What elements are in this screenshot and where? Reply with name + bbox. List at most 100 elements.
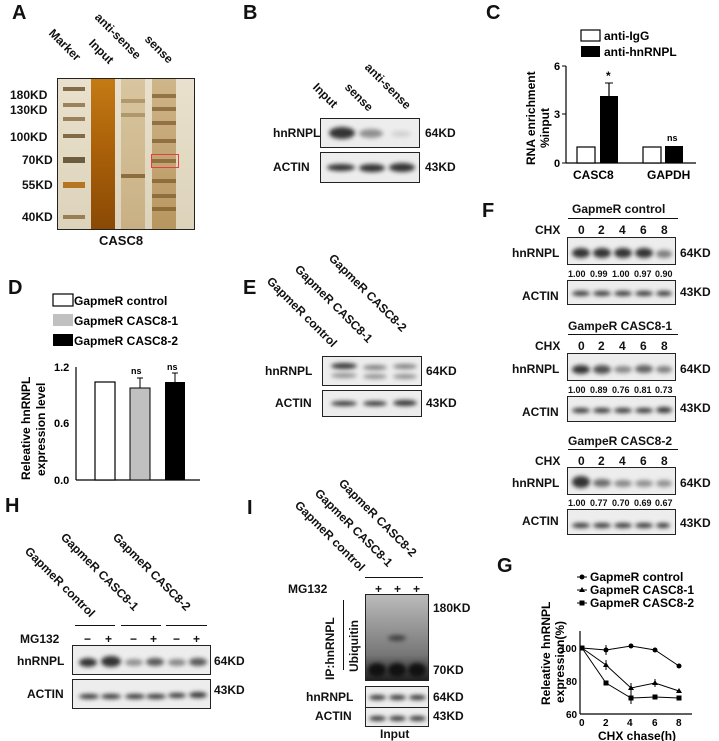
size-43kd: 43KD (426, 396, 457, 410)
ubiquitin-label: Ubiquitin (347, 620, 361, 672)
row-label-actin: ACTIN (315, 709, 352, 723)
size-43kd: 43KD (425, 160, 456, 174)
row-label-hnrnpl: hnRNPL (512, 246, 560, 260)
svg-text:6: 6 (652, 718, 658, 729)
blot-actin (567, 396, 676, 422)
size-64kd: 64KD (214, 654, 245, 668)
row-label-actin: ACTIN (522, 289, 559, 303)
size-70kd: 70KD (433, 663, 464, 677)
f-group-title: GapmeR control (572, 202, 666, 216)
c-ylabel-line1: RNA enrichment (524, 71, 538, 165)
svg-text:0: 0 (579, 718, 585, 729)
blot-actin (365, 707, 429, 727)
panel-label-h: H (5, 495, 20, 517)
mg132-label: MG132 (288, 582, 328, 596)
blot-ubiquitin (365, 594, 429, 681)
svg-text:80: 80 (566, 677, 578, 688)
blot-actin (567, 280, 676, 305)
size-43kd: 43KD (214, 683, 245, 697)
chart-g-chx-chase: GapmeR control GapmeR CASC8-1 GapmeR CAS… (539, 570, 694, 741)
lane-label-input: Input (310, 80, 341, 111)
marker-180kd: 180KD (10, 88, 48, 102)
row-label-actin: ACTIN (27, 687, 64, 701)
legend-gapmer-casc8-1: GapmeR CASC8-1 (74, 314, 178, 328)
ip-bracket-line (343, 600, 344, 670)
input-lane (91, 79, 115, 229)
blot-hnrnpl (322, 356, 422, 386)
svg-text:60: 60 (566, 710, 578, 721)
blot-hnrnpl (72, 645, 211, 675)
svg-text:ns: ns (167, 362, 178, 372)
lane-label-gapmer-control: GapmeR control (264, 274, 340, 351)
c-xtick-casc8: CASC8 (573, 168, 614, 180)
blot-hnrnpl (567, 353, 676, 381)
panel-label-i: I (247, 497, 253, 519)
row-label-hnrnpl: hnRNPL (17, 654, 65, 668)
legend-gapmer-casc8-2: GapmeR CASC8-2 (74, 334, 178, 348)
panel-label-f: F (482, 200, 495, 222)
lane-label-sense: sense (342, 80, 376, 115)
d-ytick-0-6: 0.6 (54, 418, 69, 430)
marker-100kd: 100KD (10, 130, 48, 144)
legend-anti-hnrnpl: anti-hnRNPL (604, 45, 677, 59)
d-ytick-1-2: 1.2 (54, 362, 69, 374)
panel-label-d: D (8, 277, 23, 299)
blot-hnrnpl (320, 118, 420, 148)
size-64kd: 64KD (426, 364, 457, 378)
svg-text:Releative hnRNPL: Releative hnRNPL (19, 377, 33, 480)
row-label-actin: ACTIN (273, 160, 310, 174)
lane-label-marker: Marker (46, 26, 84, 64)
f-group-title: GampeR CASC8-1 (568, 319, 673, 333)
marker-55kd: 55KD (22, 178, 53, 192)
panel-label-a: A (12, 2, 27, 24)
marker-130kd: 130KD (10, 103, 48, 117)
row-label-hnrnpl: hnRNPL (306, 690, 354, 704)
panel-label-c: C (486, 2, 501, 24)
marker-40kd: 40KD (22, 210, 53, 224)
svg-text:Releative hnRNPL: Releative hnRNPL (539, 602, 553, 705)
svg-text:expression level: expression level (34, 383, 48, 476)
size-180kd: 180KD (433, 601, 471, 615)
chx-label: CHX (535, 223, 561, 237)
mg132-label: MG132 (20, 632, 60, 646)
blot-actin (567, 509, 676, 535)
blot-hnrnpl (567, 467, 676, 495)
svg-text:GapmeR CASC8-1: GapmeR CASC8-1 (590, 583, 694, 597)
f-group-title: GampeR CASC8-2 (568, 434, 673, 448)
blot-actin (72, 679, 211, 709)
silver-stain-gel (57, 78, 195, 230)
c-ytick-0: 0 (554, 158, 560, 170)
lane-label-gapmer-casc8-2: GapmeR CASC8-2 (326, 251, 410, 335)
legend-gapmer-control: GapmeR control (74, 294, 167, 308)
c-sig-ns: ns (667, 133, 678, 143)
svg-text:100: 100 (560, 644, 577, 655)
svg-text:8: 8 (676, 718, 682, 729)
c-ytick-6: 6 (554, 61, 560, 73)
svg-text:expression(%): expression(%) (553, 621, 567, 703)
c-xtick-gapdh: GAPDH (647, 168, 690, 180)
row-label-hnrnpl: hnRNPL (265, 364, 313, 378)
size-64kd: 64KD (433, 690, 464, 704)
chart-d-hnrnpl-expression: GapmeR control GapmeR CASC8-1 GapmeR CAS… (19, 293, 200, 487)
highlight-box-70kd (151, 154, 179, 168)
blot-actin (322, 390, 422, 417)
ip-hnrnpl-label: IP:hnRNPL (323, 617, 337, 680)
c-ytick-3: 3 (554, 109, 560, 121)
row-label-actin: ACTIN (275, 396, 312, 410)
marker-70kd: 70KD (22, 153, 53, 167)
d-ytick-0-0: 0.0 (54, 475, 69, 487)
antisense-lane (121, 79, 145, 229)
blot-actin (320, 152, 420, 183)
size-64kd: 64KD (425, 126, 456, 140)
input-caption: Input (380, 727, 410, 741)
c-sig-star: * (606, 69, 611, 83)
blot-hnrnpl (567, 237, 676, 265)
lane-label-sense: sense (142, 32, 176, 67)
c-ylabel-line2: %input (538, 108, 552, 148)
chart-c-rna-enrichment: anti-IgG anti-hnRNPL RNA enrichment %inp… (524, 29, 696, 180)
svg-text:CHX chase(h): CHX chase(h) (598, 729, 676, 741)
marker-lane (63, 79, 85, 229)
blot-hnrnpl (365, 686, 429, 708)
gel-caption-casc8: CASC8 (99, 233, 144, 248)
row-label-hnrnpl: hnRNPL (273, 126, 321, 140)
